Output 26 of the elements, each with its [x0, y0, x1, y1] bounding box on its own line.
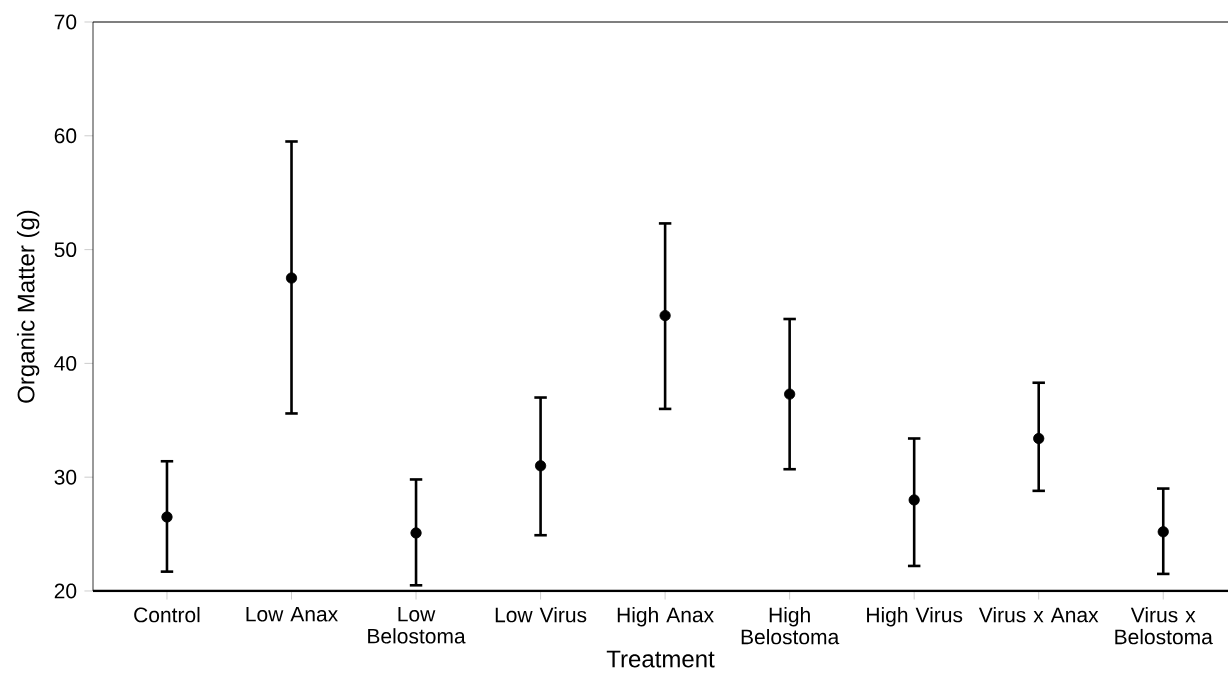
x-axis-title: Treatment [606, 650, 715, 668]
y-tick-label: 50 [54, 242, 77, 258]
y-tick-label: 60 [54, 128, 77, 144]
point [908, 494, 920, 506]
y-tick-label: 30 [54, 469, 77, 485]
point [285, 272, 298, 284]
x-tick-label: High Anax [617, 606, 714, 627]
point [784, 388, 796, 400]
y-axis-title: Organic Matter (g) [16, 210, 40, 403]
point [161, 511, 173, 523]
x-tick-label: Virus x Belostoma [1115, 606, 1213, 645]
x-tick-label: Low Belostoma [368, 606, 466, 644]
y-tick-label: 70 [54, 14, 77, 30]
y-tick-label: 40 [54, 355, 77, 371]
point [410, 527, 422, 539]
point [1157, 526, 1169, 538]
point [1033, 432, 1045, 445]
x-tick-label: Low Virus [495, 606, 587, 623]
point [659, 309, 671, 322]
x-tick-label: Virus x Anax [978, 606, 1099, 623]
x-tick-label: Low Anax [246, 606, 338, 622]
x-tick-label: Control [134, 606, 200, 623]
x-tick-label: High Belostoma [741, 606, 840, 645]
point [534, 460, 547, 472]
y-tick-label: 20 [54, 583, 77, 599]
x-tick-label: High Virus [867, 606, 963, 627]
